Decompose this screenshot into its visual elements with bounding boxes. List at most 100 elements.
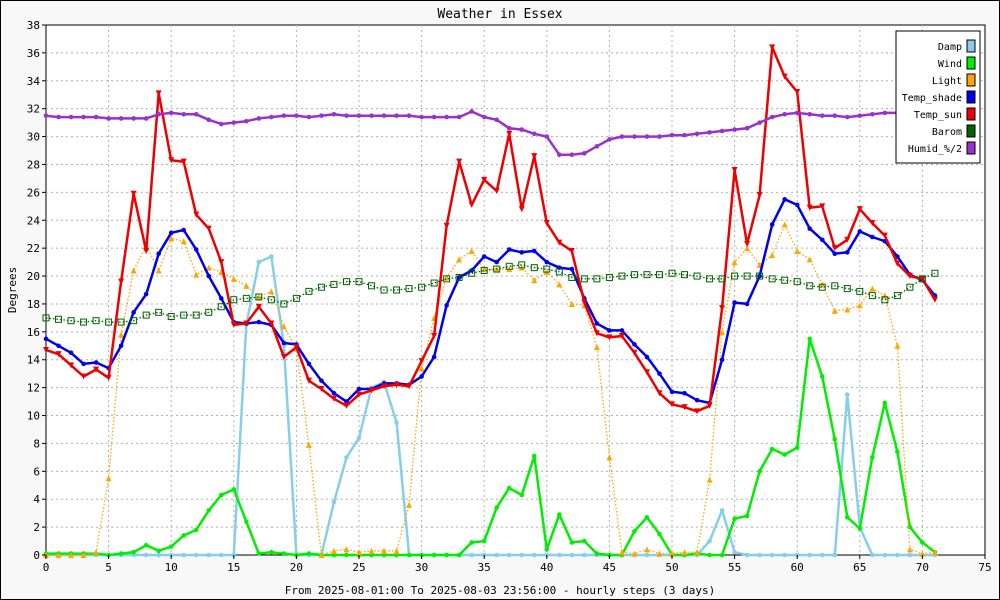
temp-sun-point: [130, 190, 137, 197]
wind-point: [844, 515, 850, 520]
damp-point: [807, 552, 813, 558]
damp-point: [181, 552, 187, 558]
temp-shade-point: [218, 296, 224, 301]
y-tick-label: 34: [27, 75, 41, 88]
light-point: [806, 256, 813, 263]
light-point: [406, 501, 413, 508]
legend-swatch: [966, 73, 976, 87]
humid-2-point: [632, 134, 637, 139]
light-point: [381, 547, 388, 554]
humid-2-point: [294, 113, 299, 118]
light-point: [343, 546, 350, 553]
light-point: [93, 549, 100, 556]
humid-2-point: [732, 127, 737, 132]
humid-2-point: [331, 111, 337, 117]
humid-2-point: [506, 125, 512, 131]
light-point: [781, 221, 788, 228]
x-tick-label: 15: [227, 561, 240, 574]
temp-sun-point: [431, 333, 438, 340]
temp-sun-point: [418, 358, 425, 365]
light-point: [794, 247, 801, 254]
chart-title: Weather in Essex: [437, 7, 562, 22]
temp-shade-point: [682, 390, 687, 396]
humid-2-point: [644, 134, 650, 139]
temp-sun-point: [368, 387, 375, 394]
temp-shade-point: [719, 357, 725, 363]
light-point: [318, 552, 325, 558]
light-point: [243, 282, 250, 289]
y-tick-label: 4: [33, 493, 40, 506]
wind-line: [46, 337, 936, 557]
damp-point: [557, 552, 562, 558]
legend-swatch: [966, 90, 976, 104]
barom-point: [493, 265, 501, 273]
light-point: [280, 323, 287, 330]
damp-point: [782, 552, 787, 558]
temp-shade-point: [669, 389, 675, 395]
light-point: [769, 252, 776, 259]
humid-2-point: [444, 114, 449, 120]
humid-2-point: [106, 116, 111, 121]
light-point: [330, 547, 337, 554]
light-point: [894, 342, 901, 349]
barom-point: [192, 311, 200, 319]
temp-sun-point: [506, 130, 513, 137]
legend-swatch: [966, 56, 976, 70]
temp-shade-point: [143, 291, 149, 297]
temp-shade-point: [168, 230, 174, 236]
damp-point: [844, 392, 850, 397]
temp-shade-point: [56, 343, 61, 349]
temp-sun-point: [393, 381, 400, 388]
temp-sun-point: [118, 278, 125, 285]
barom-point: [242, 294, 250, 302]
temp-sun-point: [168, 157, 175, 164]
barom-point: [380, 286, 388, 294]
light-point: [869, 285, 876, 292]
legend-swatch: [966, 107, 976, 121]
wind-point: [143, 542, 149, 548]
barom-line: [45, 264, 936, 323]
humid-2-point: [594, 144, 600, 149]
wind-point: [231, 487, 237, 492]
humid-2-point: [143, 116, 149, 121]
y-tick-label: 0: [33, 549, 40, 562]
barom-point: [180, 311, 188, 319]
temp-shade-point: [68, 350, 74, 356]
light-point: [731, 259, 738, 266]
light-point: [168, 235, 175, 242]
y-tick-label: 28: [27, 158, 40, 171]
temp-shade-point: [531, 248, 537, 254]
y-axis-label: Degrees: [6, 267, 19, 313]
humid-2-point: [118, 116, 124, 121]
light-point: [656, 550, 663, 557]
wind-point: [168, 544, 174, 549]
wind-point: [857, 526, 863, 531]
humid-2-point: [281, 113, 287, 118]
light-point: [105, 475, 112, 482]
barom-point: [117, 318, 125, 326]
damp-point: [469, 552, 474, 558]
wind-point: [281, 551, 287, 556]
damp-point: [644, 552, 650, 558]
humid-2-point: [557, 152, 562, 158]
humid-2-point: [344, 113, 349, 118]
barom-point: [906, 283, 914, 291]
x-axis-label: From 2025-08-01:00 To 2025-08-03 23:56:0…: [285, 584, 715, 597]
barom-point: [330, 280, 338, 288]
light-point: [744, 245, 751, 252]
temp-sun-point: [844, 236, 851, 243]
y-tick-label: 22: [27, 242, 40, 255]
wind-point: [895, 449, 900, 455]
light-point: [80, 552, 87, 558]
light-point: [831, 307, 838, 314]
light-point: [456, 256, 463, 263]
temp-shade-point: [632, 342, 637, 347]
temp-sun-point: [293, 344, 300, 351]
barom-point: [768, 275, 776, 283]
temp-sun-point: [468, 201, 475, 208]
temp-sun-point: [43, 346, 49, 353]
y-tick-label: 12: [27, 382, 40, 395]
wind-point: [832, 436, 838, 442]
y-tick-label: 6: [33, 465, 40, 478]
